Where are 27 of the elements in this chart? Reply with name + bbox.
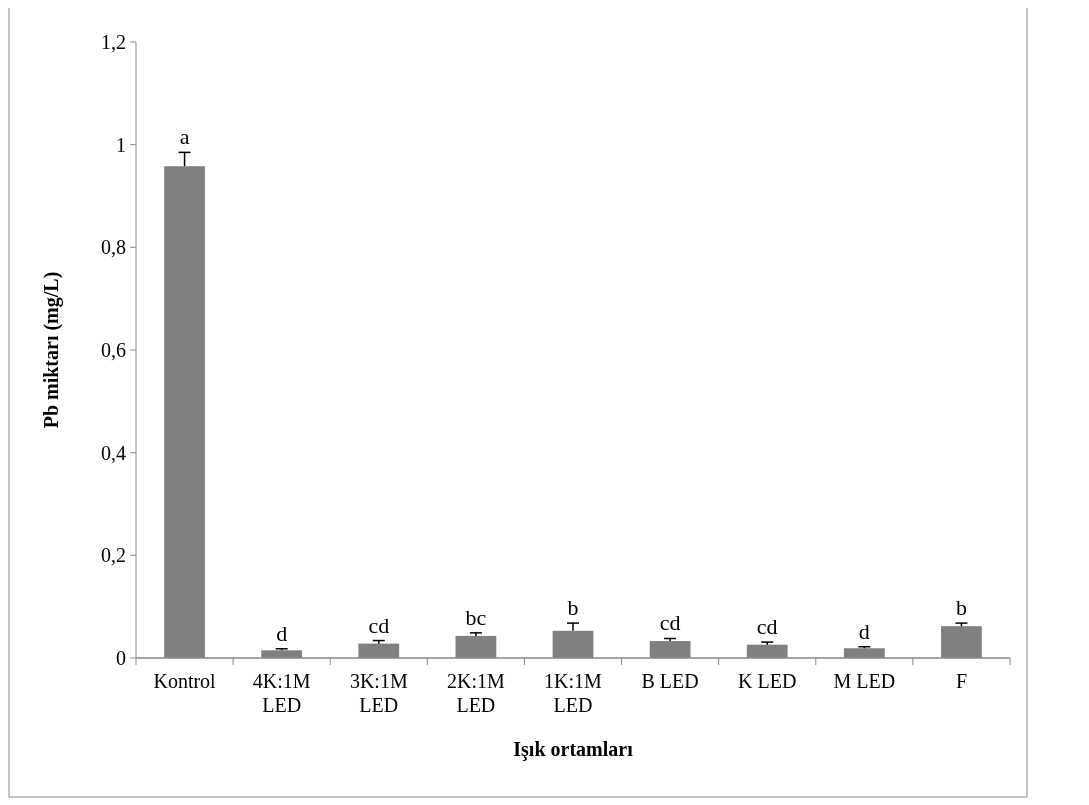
x-tick-label: 1K:1M LED	[544, 670, 603, 716]
annotation: a	[179, 124, 190, 150]
annotation: d	[276, 620, 288, 646]
x-tick-label: 3K:1M LED	[349, 670, 408, 716]
x-tick-label: F	[955, 670, 968, 692]
annotation: b	[955, 595, 967, 621]
x-tick-label: K LED	[738, 670, 797, 692]
y-tick-label: 1	[116, 133, 126, 156]
annotation: cd	[659, 610, 681, 636]
y-tick-label: 0,4	[101, 441, 126, 464]
y-axis-title: Pb miktarı (mg/L)	[40, 271, 63, 429]
y-tick-label: 1,2	[101, 31, 126, 53]
x-tick-label: M LED	[833, 670, 896, 692]
annotation: d	[858, 618, 870, 644]
annotation: cd	[368, 612, 390, 638]
x-tick-label: Kontrol	[153, 670, 217, 692]
annotation: cd	[756, 614, 778, 640]
annotation: b	[567, 595, 579, 621]
y-tick-label: 0,2	[101, 544, 126, 567]
x-axis-title: Işık ortamları	[513, 738, 634, 761]
y-tick-label: 0	[116, 647, 126, 669]
annotation: bc	[465, 604, 487, 630]
y-tick-label: 0,6	[101, 339, 126, 361]
x-tick-label: 2K:1M LED	[446, 670, 505, 716]
x-tick-label: 4K:1M LED	[252, 670, 311, 716]
x-tick-label: B LED	[641, 670, 699, 692]
y-tick-label: 0,8	[101, 236, 126, 259]
